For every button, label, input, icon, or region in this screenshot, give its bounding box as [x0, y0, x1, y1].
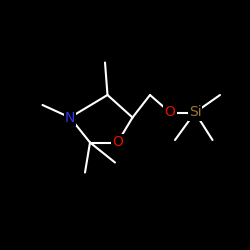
- Text: Si: Si: [189, 106, 201, 120]
- Text: O: O: [112, 136, 123, 149]
- Text: O: O: [164, 106, 175, 120]
- Text: N: N: [65, 110, 75, 124]
